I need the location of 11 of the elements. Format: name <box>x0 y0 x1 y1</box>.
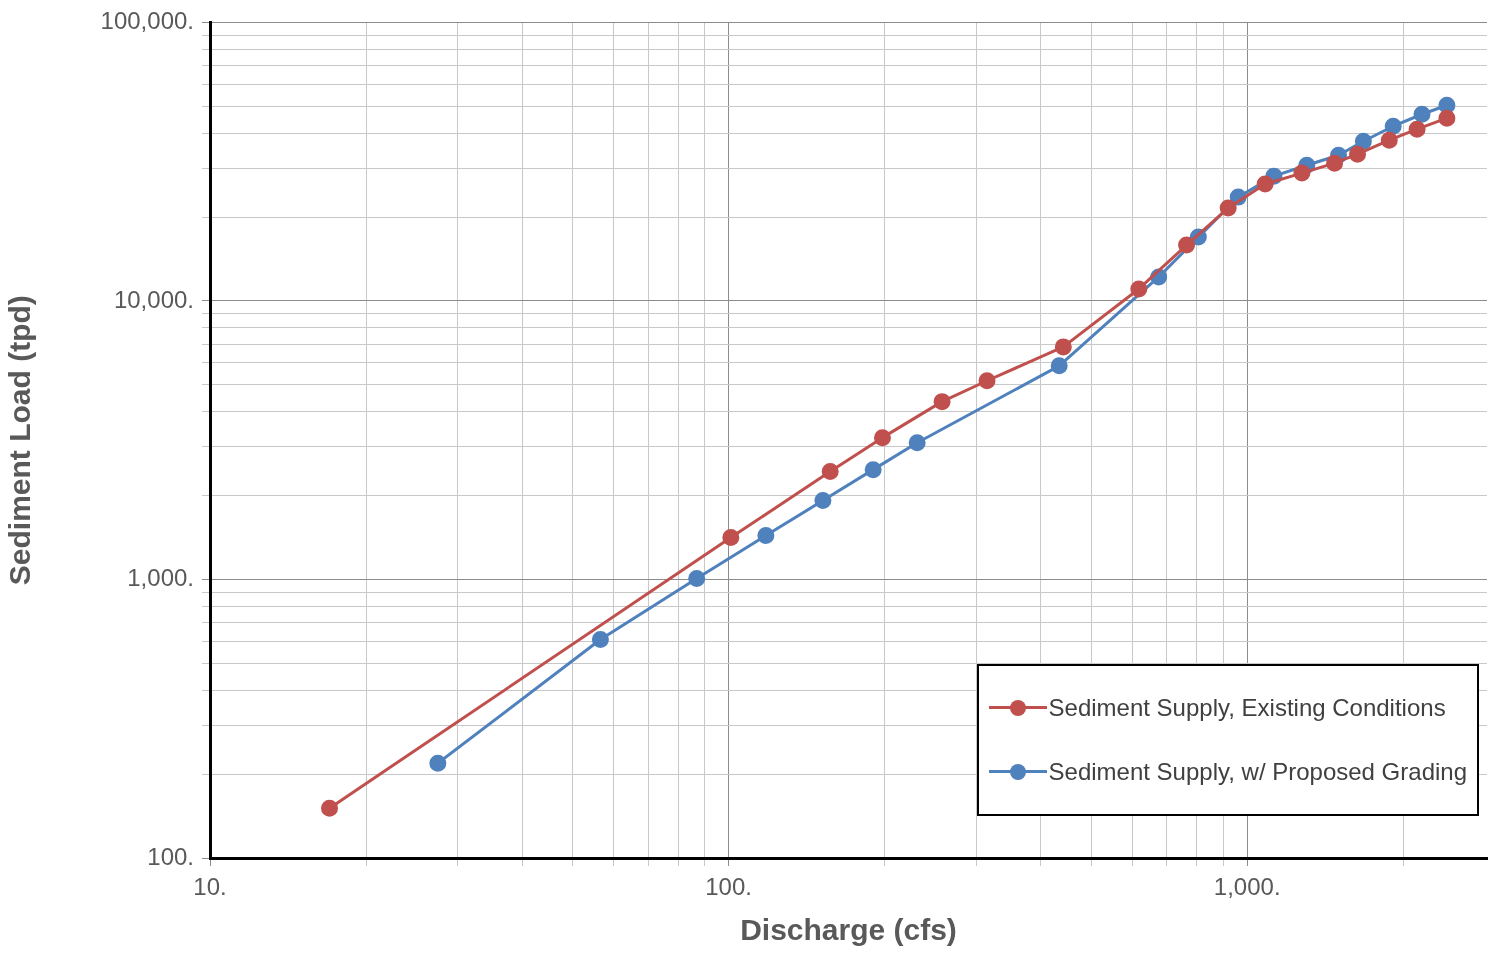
y-tick-label: 10,000. <box>113 285 194 313</box>
y-tick-label: 1,000. <box>127 564 194 592</box>
legend-label: Sediment Supply, w/ Proposed Grading <box>1048 758 1467 786</box>
y-tick-label: 100,000. <box>100 7 194 35</box>
legend-label: Sediment Supply, Existing Conditions <box>1048 694 1446 722</box>
y-tick-label: 100. <box>147 842 194 870</box>
y-axis-title: Sediment Load (tpd) <box>3 295 37 586</box>
x-tick-label: 1,000. <box>1213 873 1281 901</box>
x-axis-title: Discharge (cfs) <box>740 913 957 947</box>
x-tick-label: 10. <box>193 873 227 901</box>
x-tick-label: 100. <box>705 873 752 901</box>
